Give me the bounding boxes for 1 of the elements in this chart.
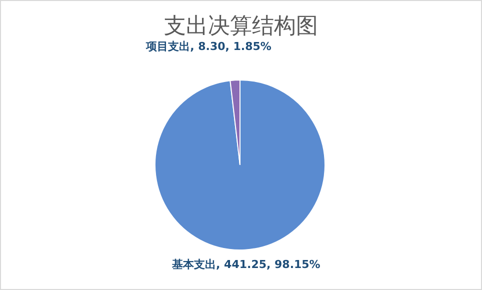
title: 支出决算结构图 (164, 14, 318, 39)
